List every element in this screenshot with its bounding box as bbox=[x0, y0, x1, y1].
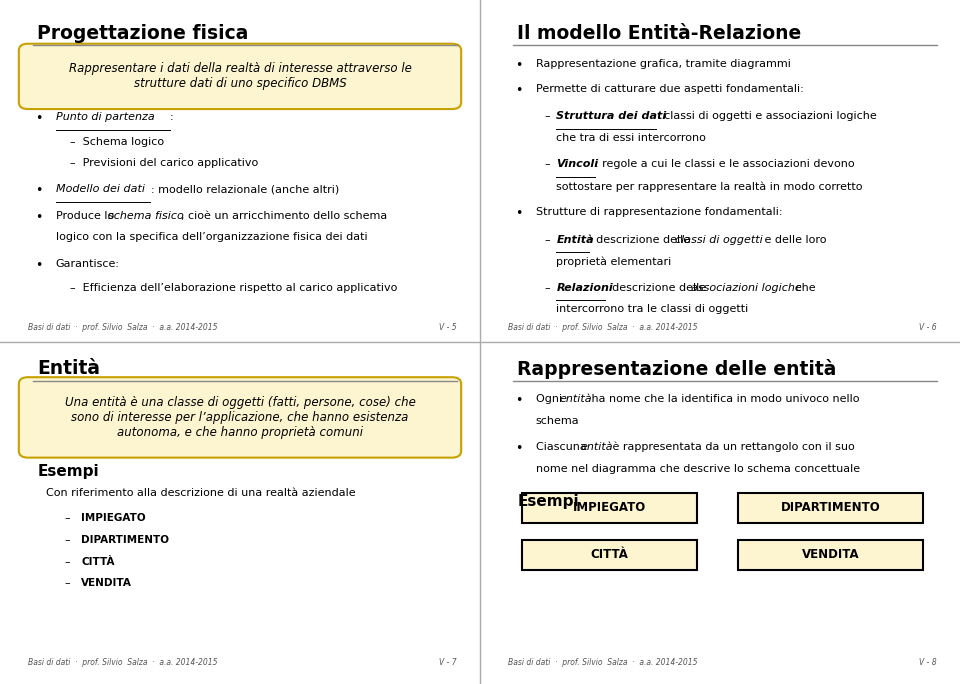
Text: entità: entità bbox=[581, 442, 613, 452]
Text: Ciascuna: Ciascuna bbox=[536, 442, 590, 452]
Text: –: – bbox=[65, 513, 78, 523]
Text: Esempi: Esempi bbox=[517, 494, 579, 509]
Text: Produce lo: Produce lo bbox=[56, 211, 117, 221]
Text: IMPIEGATO: IMPIEGATO bbox=[573, 501, 646, 514]
Text: associazioni logiche: associazioni logiche bbox=[691, 282, 803, 293]
Text: •: • bbox=[35, 259, 42, 272]
Text: Basi di dati  ·  prof. Silvio  Salza  ·  a.a. 2014-2015: Basi di dati · prof. Silvio Salza · a.a.… bbox=[508, 323, 698, 332]
Text: •: • bbox=[515, 59, 522, 72]
Text: Relazioni: Relazioni bbox=[557, 282, 613, 293]
Text: •: • bbox=[35, 211, 42, 224]
FancyBboxPatch shape bbox=[522, 540, 697, 570]
Text: VENDITA: VENDITA bbox=[802, 549, 859, 562]
Text: Basi di dati  ·  prof. Silvio  Salza  ·  a.a. 2014-2015: Basi di dati · prof. Silvio Salza · a.a.… bbox=[28, 323, 218, 332]
Text: Basi di dati  ·  prof. Silvio  Salza  ·  a.a. 2014-2015: Basi di dati · prof. Silvio Salza · a.a.… bbox=[28, 658, 218, 667]
FancyBboxPatch shape bbox=[738, 492, 923, 523]
Text: IMPIEGATO: IMPIEGATO bbox=[81, 513, 146, 523]
Text: , cioè un arricchimento dello schema: , cioè un arricchimento dello schema bbox=[181, 211, 388, 221]
Text: classi di oggetti: classi di oggetti bbox=[675, 235, 763, 245]
Text: che tra di essi intercorrono: che tra di essi intercorrono bbox=[557, 133, 707, 143]
Text: –: – bbox=[65, 535, 78, 544]
Text: Punto di partenza: Punto di partenza bbox=[56, 112, 155, 122]
Text: entità: entità bbox=[560, 394, 592, 404]
Text: : regole a cui le classi e le associazioni devono: : regole a cui le classi e le associazio… bbox=[594, 159, 854, 170]
Text: •: • bbox=[515, 84, 522, 97]
Text: e delle loro: e delle loro bbox=[760, 235, 826, 245]
Text: Entità: Entità bbox=[557, 235, 594, 245]
Text: DIPARTIMENTO: DIPARTIMENTO bbox=[780, 501, 880, 514]
Text: –  Previsioni del carico applicativo: – Previsioni del carico applicativo bbox=[69, 158, 257, 168]
Text: •: • bbox=[515, 394, 522, 407]
Text: intercorrono tra le classi di oggetti: intercorrono tra le classi di oggetti bbox=[557, 304, 749, 315]
Text: che: che bbox=[792, 282, 815, 293]
FancyBboxPatch shape bbox=[19, 44, 461, 109]
Text: •: • bbox=[35, 112, 42, 125]
Text: Progettazione fisica: Progettazione fisica bbox=[37, 24, 249, 42]
FancyBboxPatch shape bbox=[19, 377, 461, 458]
Text: : classi di oggetti e associazioni logiche: : classi di oggetti e associazioni logic… bbox=[657, 111, 876, 121]
FancyBboxPatch shape bbox=[738, 540, 923, 570]
Text: V - 6: V - 6 bbox=[919, 323, 937, 332]
Text: : descrizione delle: : descrizione delle bbox=[605, 282, 709, 293]
Text: •: • bbox=[35, 185, 42, 198]
Text: Ogni: Ogni bbox=[536, 394, 565, 404]
Text: –: – bbox=[545, 282, 554, 293]
Text: –: – bbox=[65, 557, 78, 566]
Text: Basi di dati  ·  prof. Silvio  Salza  ·  a.a. 2014-2015: Basi di dati · prof. Silvio Salza · a.a.… bbox=[508, 658, 698, 667]
Text: V - 7: V - 7 bbox=[439, 658, 457, 667]
Text: VENDITA: VENDITA bbox=[81, 578, 132, 588]
Text: CITTÀ: CITTÀ bbox=[81, 557, 114, 566]
Text: Con riferimento alla descrizione di una realtà aziendale: Con riferimento alla descrizione di una … bbox=[46, 488, 356, 498]
Text: Vincoli: Vincoli bbox=[557, 159, 598, 170]
Text: Modello dei dati: Modello dei dati bbox=[56, 185, 145, 194]
Text: logico con la specifica dell’organizzazione fisica dei dati: logico con la specifica dell’organizzazi… bbox=[56, 233, 368, 242]
Text: :: : bbox=[170, 112, 174, 122]
Text: –: – bbox=[545, 235, 554, 245]
Text: Garantisce:: Garantisce: bbox=[56, 259, 120, 269]
FancyBboxPatch shape bbox=[522, 492, 697, 523]
Text: : modello relazionale (anche altri): : modello relazionale (anche altri) bbox=[151, 185, 339, 194]
Text: ha nome che la identifica in modo univoco nello: ha nome che la identifica in modo univoc… bbox=[588, 394, 860, 404]
Text: –: – bbox=[545, 111, 554, 121]
Text: Rappresentare i dati della realtà di interesse attraverso le
strutture dati di u: Rappresentare i dati della realtà di int… bbox=[68, 62, 412, 90]
Text: schema fisico: schema fisico bbox=[108, 211, 183, 221]
Text: Entità: Entità bbox=[37, 359, 100, 378]
Text: •: • bbox=[515, 442, 522, 455]
Text: Una entità è una classe di oggetti (fatti, persone, cose) che
sono di interesse : Una entità è una classe di oggetti (fatt… bbox=[64, 396, 416, 439]
Text: : descrizione delle: : descrizione delle bbox=[588, 235, 693, 245]
Text: –  Efficienza dell’elaborazione rispetto al carico applicativo: – Efficienza dell’elaborazione rispetto … bbox=[69, 282, 396, 293]
Text: Struttura dei dati: Struttura dei dati bbox=[557, 111, 666, 121]
Text: –: – bbox=[545, 159, 554, 170]
Text: schema: schema bbox=[536, 416, 579, 425]
Text: V - 8: V - 8 bbox=[919, 658, 937, 667]
Text: –: – bbox=[65, 578, 78, 588]
Text: sottostare per rappresentare la realtà in modo corretto: sottostare per rappresentare la realtà i… bbox=[557, 181, 863, 192]
Text: DIPARTIMENTO: DIPARTIMENTO bbox=[81, 535, 169, 544]
Text: –  Schema logico: – Schema logico bbox=[69, 137, 163, 146]
Text: nome nel diagramma che descrive lo schema concettuale: nome nel diagramma che descrive lo schem… bbox=[536, 464, 860, 473]
Text: Esempi: Esempi bbox=[37, 464, 99, 479]
Text: Il modello Entità-Relazione: Il modello Entità-Relazione bbox=[517, 24, 802, 42]
Text: Permette di catturare due aspetti fondamentali:: Permette di catturare due aspetti fondam… bbox=[536, 84, 804, 94]
Text: V - 5: V - 5 bbox=[439, 323, 457, 332]
Text: •: • bbox=[515, 207, 522, 220]
Text: Rappresentazione grafica, tramite diagrammi: Rappresentazione grafica, tramite diagra… bbox=[536, 59, 790, 69]
Text: è rappresentata da un rettangolo con il suo: è rappresentata da un rettangolo con il … bbox=[609, 442, 854, 452]
Text: CITTÀ: CITTÀ bbox=[590, 549, 629, 562]
Text: Rappresentazione delle entità: Rappresentazione delle entità bbox=[517, 359, 836, 379]
Text: Strutture di rappresentazione fondamentali:: Strutture di rappresentazione fondamenta… bbox=[536, 207, 782, 218]
Text: proprietà elementari: proprietà elementari bbox=[557, 256, 672, 267]
